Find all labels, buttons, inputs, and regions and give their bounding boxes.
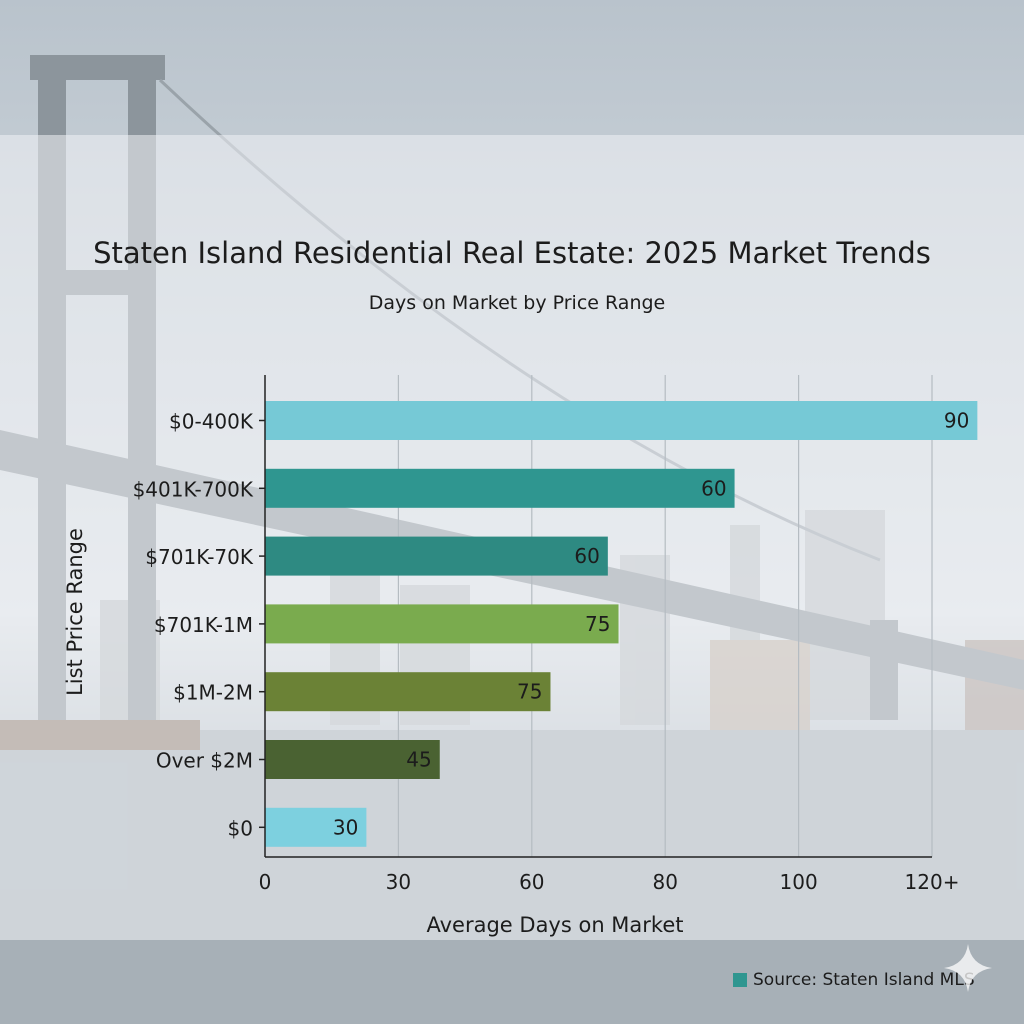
y-tick-label: $701K-70K xyxy=(145,545,254,569)
x-tick-label: 120+ xyxy=(905,870,960,894)
data-label: 75 xyxy=(517,680,542,704)
source-swatch xyxy=(733,973,747,987)
chart-subtitle: Days on Market by Price Range xyxy=(368,292,666,314)
bar xyxy=(265,672,551,712)
data-label: 90 xyxy=(944,409,969,433)
x-tick-label: 30 xyxy=(386,870,411,894)
sparkle-icon xyxy=(944,944,992,992)
data-label: 75 xyxy=(585,612,610,636)
x-tick-label: 0 xyxy=(259,870,272,894)
bar xyxy=(265,807,367,847)
y-tick-label: $401K-700K xyxy=(133,477,254,501)
data-label: 45 xyxy=(406,748,431,772)
chart-title: Staten Island Residential Real Estate: 2… xyxy=(93,236,931,270)
data-label: 60 xyxy=(574,544,599,568)
x-tick-label: 60 xyxy=(519,870,544,894)
data-label: 60 xyxy=(701,476,726,500)
source-legend: Source: Staten Island MLS xyxy=(733,970,975,990)
data-label: 30 xyxy=(333,815,358,839)
bar xyxy=(265,468,735,508)
x-tick-label: 100 xyxy=(780,870,818,894)
y-tick-label: $1M-2M xyxy=(173,681,253,705)
y-tick-label: Over $2M xyxy=(156,749,253,773)
y-axis-label: List Price Range xyxy=(63,528,87,696)
y-tick-label: $0 xyxy=(228,816,253,840)
y-tick-label: $0-400K xyxy=(169,410,254,434)
x-tick-label: 80 xyxy=(652,870,677,894)
bar xyxy=(265,740,440,779)
bar xyxy=(265,604,619,644)
bar xyxy=(265,536,608,576)
x-axis-label: Average Days on Market xyxy=(426,913,683,937)
source-text: Source: Staten Island MLS xyxy=(753,970,975,990)
y-tick-label: $701K-1M xyxy=(154,613,253,637)
bar xyxy=(265,401,978,440)
